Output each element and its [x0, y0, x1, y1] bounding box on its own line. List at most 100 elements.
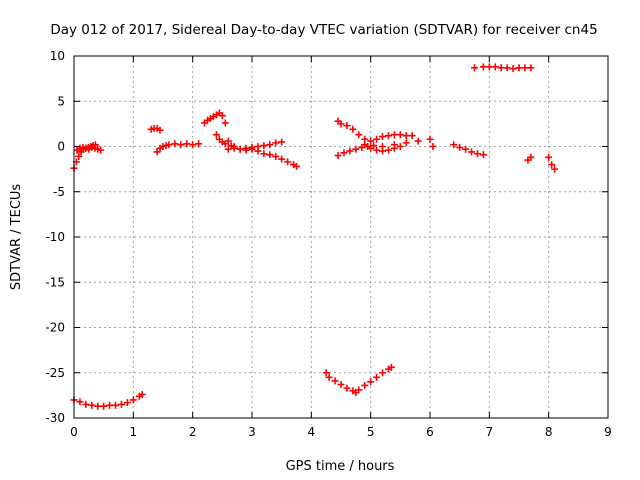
data-point	[408, 132, 416, 140]
data-point	[153, 148, 161, 156]
data-point	[349, 125, 357, 133]
chart-title: Day 012 of 2017, Sidereal Day-to-day VTE…	[50, 22, 597, 38]
series-arc-7	[212, 131, 300, 170]
data-point	[171, 140, 179, 148]
data-point	[367, 144, 375, 152]
data-point	[346, 147, 354, 155]
x-tick-label: 5	[367, 425, 375, 439]
data-point	[82, 400, 90, 408]
data-point	[266, 141, 274, 149]
data-point	[221, 119, 229, 127]
x-axis-label: GPS time / hours	[286, 459, 395, 474]
data-point	[123, 399, 131, 407]
data-point	[527, 64, 535, 72]
data-point	[471, 64, 478, 72]
y-tick-label: 0	[57, 140, 65, 154]
data-point	[497, 64, 505, 72]
data-point	[88, 401, 96, 409]
data-point	[361, 141, 369, 149]
data-point	[334, 152, 342, 160]
data-point	[117, 400, 125, 408]
data-point	[379, 147, 387, 155]
data-point	[485, 63, 493, 71]
series-arc-5	[153, 140, 203, 156]
data-point	[266, 151, 274, 159]
data-point	[396, 143, 404, 150]
data-point	[515, 64, 523, 72]
data-point	[224, 137, 232, 145]
data-point	[456, 143, 464, 151]
data-point	[527, 153, 535, 161]
data-point	[337, 120, 345, 128]
data-point	[390, 144, 398, 152]
data-points	[70, 63, 559, 410]
data-point	[195, 140, 203, 148]
data-point	[293, 162, 300, 170]
y-tick-label: 5	[57, 94, 65, 108]
axis-ticks: 0 1 2 3 4 5 6 7 8 9 10 5 0 -5 -10 -15 -20 -25 -30	[45, 49, 611, 439]
data-point	[379, 369, 387, 377]
y-tick-label: -5	[53, 185, 65, 199]
data-point	[367, 378, 375, 386]
data-point	[94, 402, 102, 410]
data-point	[325, 373, 333, 381]
y-tick-label: -20	[45, 321, 65, 335]
series-arc-15	[524, 153, 535, 164]
data-point	[355, 131, 363, 139]
data-point	[242, 144, 250, 152]
data-point	[112, 401, 120, 409]
data-point	[426, 135, 434, 143]
data-point	[218, 112, 226, 120]
data-point	[390, 131, 398, 139]
series-arc-4	[147, 124, 164, 134]
data-point	[272, 139, 280, 147]
data-point	[97, 146, 105, 154]
data-point	[468, 148, 476, 156]
data-point	[138, 390, 146, 398]
x-tick-label: 2	[189, 425, 197, 439]
data-point	[260, 142, 268, 150]
x-tick-label: 1	[130, 425, 138, 439]
data-point	[384, 146, 392, 154]
data-point	[521, 64, 529, 72]
series-arc-12	[361, 141, 404, 155]
x-tick-label: 3	[248, 425, 256, 439]
grid-lines	[74, 56, 608, 418]
series-arc-16	[545, 153, 559, 173]
data-point	[503, 64, 511, 72]
data-point	[278, 138, 286, 146]
y-tick-label: -25	[45, 366, 65, 380]
series-arc-11	[334, 135, 437, 160]
data-point	[331, 377, 339, 385]
data-point	[272, 152, 280, 160]
x-tick-label: 6	[426, 425, 434, 439]
data-point	[278, 155, 286, 163]
plot-frame	[73, 55, 609, 419]
data-point	[236, 145, 244, 153]
data-point	[387, 363, 395, 371]
data-point	[260, 150, 268, 158]
y-axis-label: SDTVAR / TECUs	[9, 184, 24, 291]
x-tick-label: 4	[308, 425, 316, 439]
data-point	[509, 65, 517, 73]
data-point	[379, 133, 387, 141]
data-point	[337, 381, 345, 389]
data-point	[230, 144, 238, 152]
data-point	[450, 141, 458, 149]
data-point	[402, 139, 410, 147]
data-point	[322, 369, 330, 377]
data-point	[340, 149, 348, 157]
series-arc-10	[334, 117, 416, 145]
data-point	[462, 145, 470, 153]
data-point	[384, 132, 392, 140]
data-point	[129, 396, 137, 404]
data-point	[551, 165, 559, 173]
data-point	[177, 141, 185, 149]
x-tick-label: 8	[545, 425, 553, 439]
y-tick-label: -15	[45, 275, 65, 289]
data-point	[254, 143, 262, 150]
series-arc-2	[73, 143, 105, 154]
data-point	[183, 140, 191, 148]
series-arc-8	[224, 138, 286, 153]
